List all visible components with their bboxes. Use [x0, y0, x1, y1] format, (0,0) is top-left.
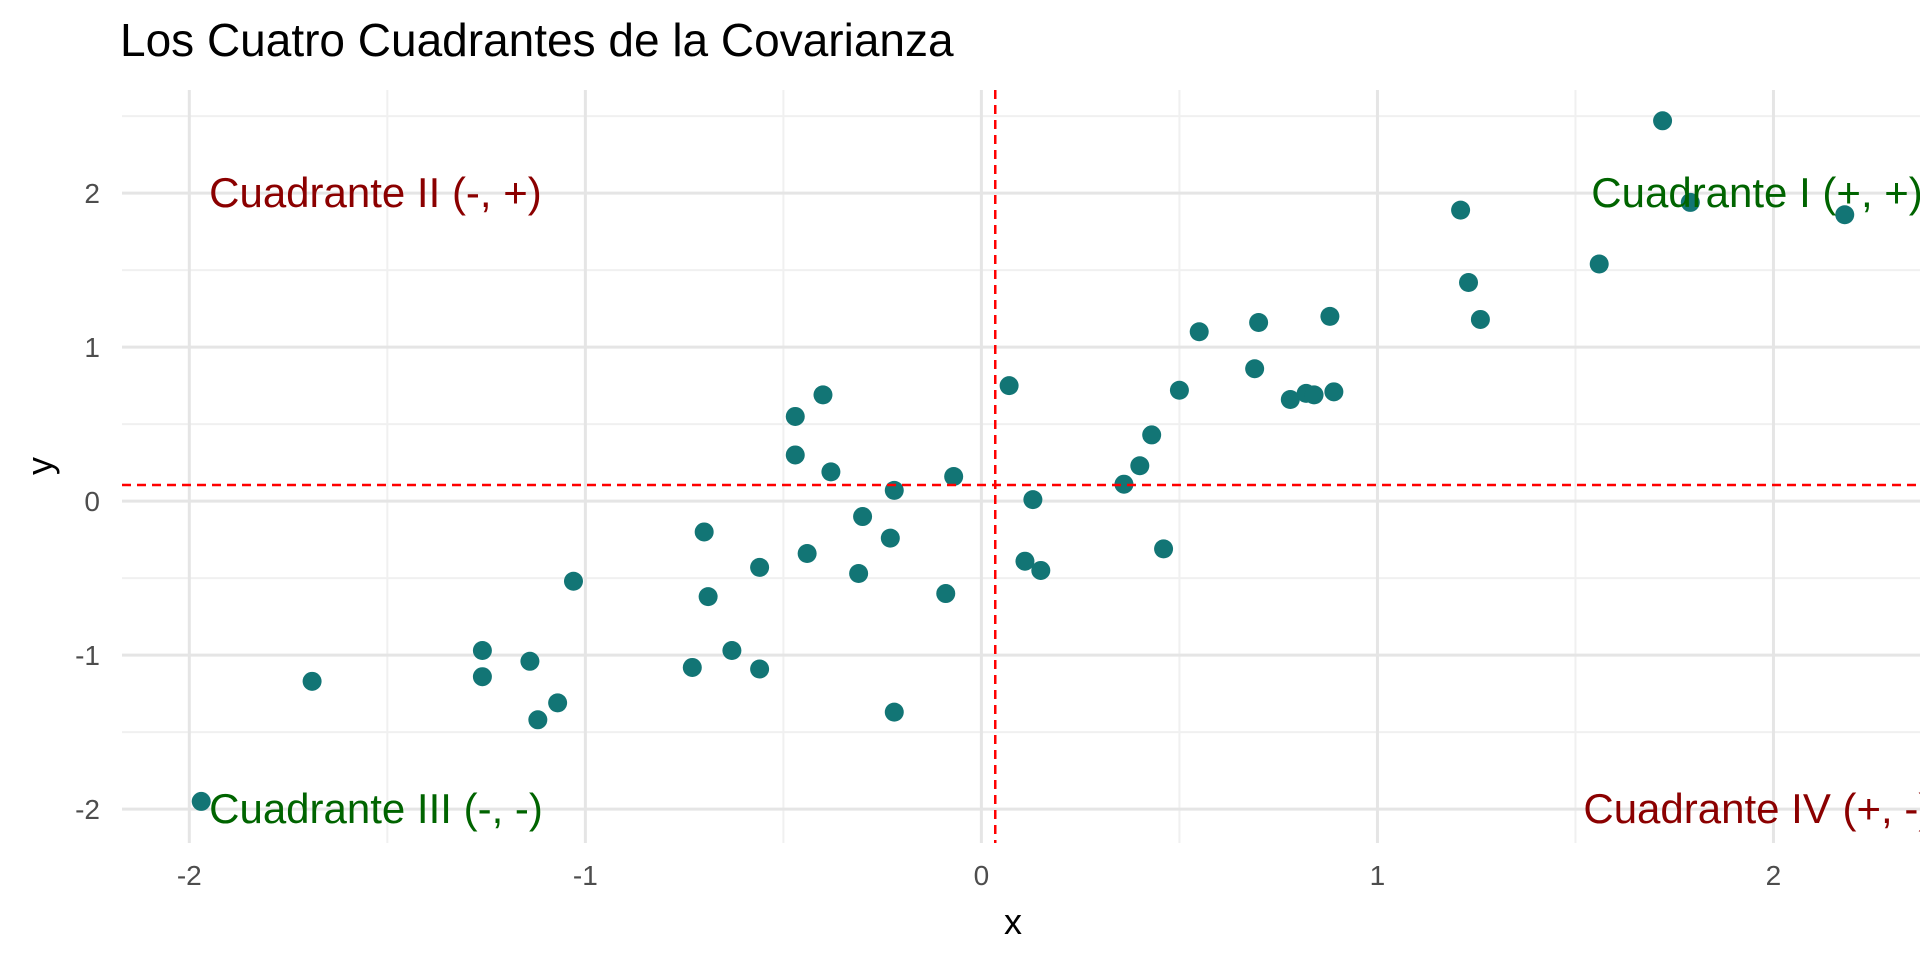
y-tick-label: -2	[75, 794, 100, 825]
data-point	[1154, 539, 1174, 559]
x-tick-label: 2	[1766, 860, 1782, 891]
data-point	[1470, 309, 1490, 329]
data-point	[191, 791, 211, 811]
data-point	[880, 528, 900, 548]
data-point	[884, 480, 904, 500]
x-axis-title: x	[1004, 901, 1022, 942]
data-point	[821, 462, 841, 482]
data-point	[1142, 425, 1162, 445]
data-point	[785, 445, 805, 465]
mean-lines	[122, 90, 1920, 843]
x-axis-ticks: -2 -1 0 1 2	[177, 860, 1781, 891]
x-tick-label: 0	[974, 860, 990, 891]
data-point	[548, 693, 568, 713]
quadrant-annotations: Cuadrante I (+, +) Cuadrante II (-, +) Cua…	[209, 169, 1920, 832]
data-point	[1249, 313, 1269, 333]
data-point	[722, 641, 742, 661]
data-point	[528, 710, 548, 730]
data-point	[1451, 200, 1471, 220]
data-point	[944, 467, 964, 487]
data-point	[884, 702, 904, 722]
y-axis-title: y	[19, 457, 60, 475]
chart-title: Los Cuatro Cuadrantes de la Covarianza	[120, 14, 954, 66]
data-point	[472, 641, 492, 661]
data-points	[191, 111, 1855, 811]
data-point	[813, 385, 833, 405]
data-point	[563, 571, 583, 591]
data-point	[520, 651, 540, 671]
data-point	[750, 659, 770, 679]
data-point	[1015, 551, 1035, 571]
data-point	[1189, 322, 1209, 342]
data-point	[1304, 385, 1324, 405]
data-point	[1459, 272, 1479, 292]
x-tick-label: 1	[1370, 860, 1386, 891]
y-axis-ticks: -2 -1 0 1 2	[75, 178, 100, 825]
data-point	[682, 657, 702, 677]
data-point	[1169, 380, 1189, 400]
data-point	[936, 584, 956, 604]
y-tick-label: 0	[84, 486, 100, 517]
grid	[122, 90, 1920, 843]
data-point	[1324, 382, 1344, 402]
data-point	[750, 557, 770, 577]
data-point	[999, 376, 1019, 396]
data-point	[1653, 111, 1673, 131]
quadrant-label: Cuadrante III (-, -)	[209, 785, 543, 832]
data-point	[1023, 490, 1043, 510]
data-point	[1031, 560, 1051, 580]
data-point	[1130, 456, 1150, 476]
data-point	[849, 564, 869, 584]
data-point	[797, 544, 817, 564]
x-tick-label: -1	[573, 860, 598, 891]
data-point	[1114, 474, 1134, 494]
y-tick-label: 1	[84, 332, 100, 363]
data-point	[1280, 390, 1300, 410]
y-tick-label: 2	[84, 178, 100, 209]
data-point	[853, 507, 873, 527]
data-point	[694, 522, 714, 542]
y-tick-label: -1	[75, 640, 100, 671]
quadrant-label: Cuadrante I (+, +)	[1591, 169, 1920, 216]
data-point	[472, 667, 492, 687]
data-point	[1320, 306, 1340, 326]
data-point	[1589, 254, 1609, 274]
data-point	[1835, 205, 1855, 225]
data-point	[785, 406, 805, 426]
data-point	[698, 587, 718, 607]
data-point	[1680, 192, 1700, 212]
data-point	[1245, 359, 1265, 379]
data-point	[302, 671, 322, 691]
quadrant-label: Cuadrante IV (+, -)	[1583, 785, 1920, 832]
x-tick-label: -2	[177, 860, 202, 891]
quadrant-label: Cuadrante II (-, +)	[209, 169, 542, 216]
